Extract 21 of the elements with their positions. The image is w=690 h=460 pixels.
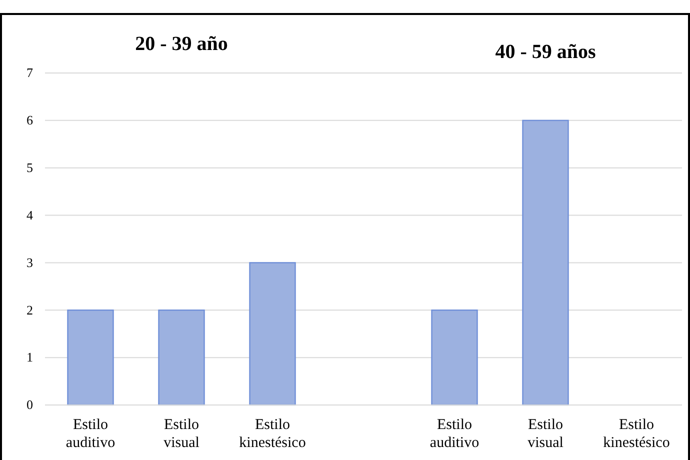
bar: [158, 310, 205, 406]
text: 20 - 39 año: [135, 33, 228, 55]
x-tick-label: Estilo kinestésico: [239, 417, 306, 451]
bar: [522, 120, 569, 406]
y-tick-label: 3: [26, 254, 33, 270]
x-tick-label: Estilo auditivo: [66, 417, 116, 451]
text: 40 - 59 años: [495, 41, 596, 63]
y-tick-label: 7: [26, 65, 34, 80]
y-tick-label: 0: [26, 397, 33, 412]
x-tick-label: Estilo visual: [164, 417, 200, 451]
y-tick-label: 1: [26, 350, 33, 365]
y-tick-label: 5: [26, 160, 33, 176]
bar: [431, 310, 478, 406]
y-tick-label: 4: [26, 207, 34, 222]
x-tick-label: Estilo auditivo: [430, 417, 480, 451]
x-tick-label: Estilo visual: [528, 417, 564, 451]
y-tick-label: 2: [26, 302, 33, 318]
bar: [249, 262, 296, 406]
bar: [67, 310, 114, 406]
y-tick-label: 6: [26, 112, 34, 128]
x-tick-label: Estilo kinestésico: [603, 417, 670, 451]
